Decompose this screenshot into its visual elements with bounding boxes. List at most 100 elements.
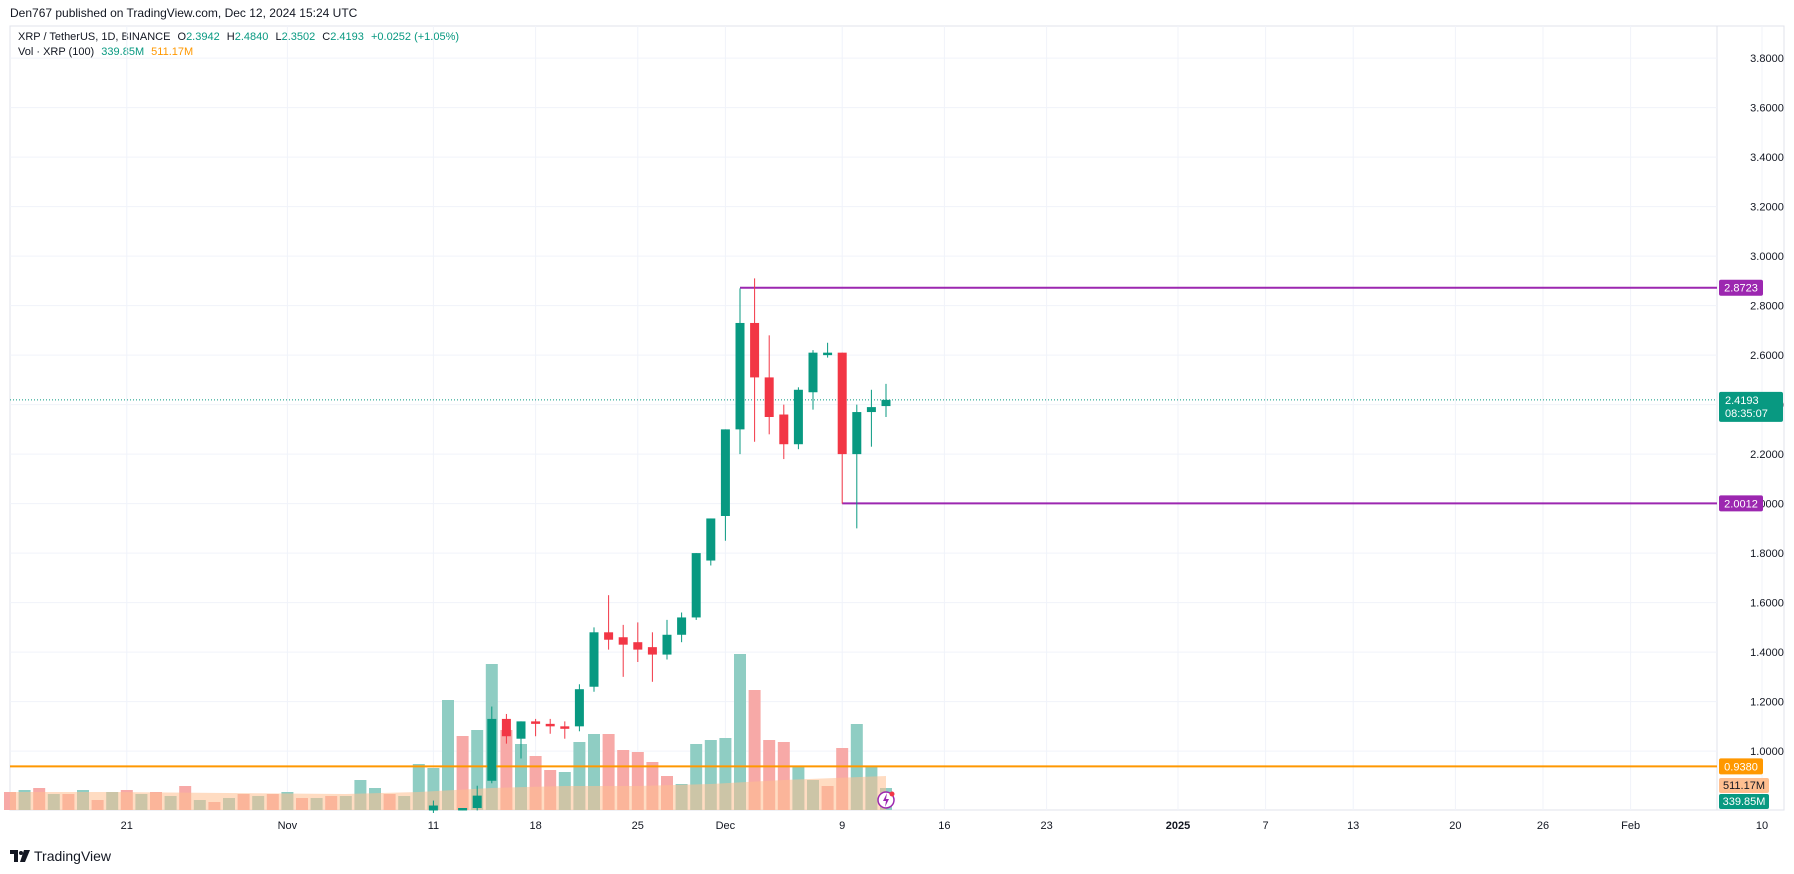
candle-body [574, 689, 584, 727]
volume-label: Vol · XRP (100) [18, 46, 95, 58]
candle-body [837, 352, 847, 455]
time-tick-label: 13 [1347, 820, 1359, 832]
vol-ma-label-bg [1719, 778, 1769, 793]
change-value: +0.0252 (+1.05%) [370, 31, 460, 43]
time-tick-label: 21 [121, 820, 133, 832]
time-tick-label: Feb [1621, 820, 1640, 832]
time-tick-label: Nov [278, 820, 298, 832]
candle-body [852, 412, 862, 455]
time-tick-label: 9 [839, 820, 845, 832]
horizontal-levels [10, 286, 1717, 768]
price-tick-label: 2.8000 [1750, 301, 1784, 313]
candle-body [428, 805, 438, 811]
axes: 1.00001.20001.40001.60001.80002.00002.20… [121, 53, 1784, 832]
time-tick-label: 2025 [1166, 820, 1190, 832]
price-tick-label: 2.6000 [1750, 350, 1784, 362]
candle-body [487, 718, 497, 781]
price-tick-label: 1.6000 [1750, 598, 1784, 610]
price-tick-label: 3.0000 [1750, 251, 1784, 263]
candle-body [560, 726, 570, 729]
time-tick-label: 23 [1040, 820, 1052, 832]
last-price-label-bg [1719, 391, 1783, 422]
close-value: C2.4193 [322, 31, 364, 43]
candle-body [793, 389, 803, 445]
high-value: H2.4840 [226, 31, 269, 43]
candle-body [647, 647, 657, 655]
symbol-name: XRP / TetherUS, 1D, BINANCE [18, 31, 171, 43]
price-tick-label: 3.2000 [1750, 202, 1784, 214]
tradingview-logo[interactable]: TradingView [10, 848, 111, 864]
candle-body [750, 322, 760, 378]
candle-body [472, 795, 482, 808]
candle-body [516, 721, 526, 739]
candle-body [458, 808, 468, 811]
candle-body [589, 632, 599, 687]
time-tick-label: 20 [1449, 820, 1461, 832]
candle-body [881, 399, 891, 407]
volume-ma-area [10, 776, 886, 810]
candle-body [764, 377, 774, 417]
candle-body [720, 429, 730, 516]
time-tick-label: 11 [428, 820, 439, 832]
time-tick-label: 18 [529, 820, 541, 832]
price-tick-label: 3.8000 [1750, 53, 1784, 65]
candle-body [735, 322, 745, 430]
countdown-label: 08:35:07 [1725, 408, 1768, 420]
candle-body [662, 634, 672, 655]
vol-label: 339.85M [1723, 796, 1766, 808]
published-by: Den767 published on TradingView.com, Dec… [10, 6, 358, 20]
candle-body [604, 632, 614, 640]
chart-frame [9, 25, 1785, 811]
vol-label-bg [1719, 794, 1769, 809]
candle-body [501, 718, 511, 737]
candle-body [691, 553, 701, 618]
grid [9, 25, 1785, 811]
last-price-label: 2.4193 [1725, 395, 1759, 407]
volume-bar [748, 690, 761, 810]
price-tick-label: 2.2000 [1750, 449, 1784, 461]
symbol-legend[interactable]: XRP / TetherUS, 1D, BINANCE O2.3942 H2.4… [18, 31, 463, 43]
candle-body [823, 352, 833, 356]
candle-body [706, 518, 716, 561]
candle-body [677, 617, 687, 635]
volume-bar [734, 654, 746, 810]
candle-body [779, 414, 789, 445]
orange-level-label: 0.9380 [1724, 761, 1758, 773]
time-tick-label: 7 [1263, 820, 1269, 832]
time-tick-label: Dec [716, 820, 736, 832]
price-tick-label: 3.6000 [1750, 103, 1784, 115]
orange-level-label-bg [1719, 758, 1763, 775]
open-value: O2.3942 [177, 31, 220, 43]
vol-ma-label: 511.17M [1723, 780, 1765, 792]
price-tick-label: 1.4000 [1750, 647, 1784, 659]
volume-ma-value: 511.17M [151, 46, 194, 58]
candle-body [531, 721, 541, 724]
support-label-bg [1719, 495, 1763, 512]
price-tick-label: 1.0000 [1750, 746, 1784, 758]
resistance-label-bg [1719, 279, 1763, 296]
time-tick-label: 10 [1756, 820, 1768, 832]
tradingview-brand: TradingView [34, 848, 112, 864]
support-label: 2.0012 [1724, 498, 1758, 510]
volume-value: 339.85M [101, 46, 145, 58]
candle-body [545, 723, 555, 727]
candle-body [633, 642, 643, 650]
price-tick-label: 3.4000 [1750, 152, 1784, 164]
candles [428, 278, 891, 813]
tradingview-logo-icon [10, 850, 30, 862]
time-tick-label: 26 [1537, 820, 1549, 832]
price-tick-label: 1.2000 [1750, 697, 1784, 709]
low-value: L2.3502 [275, 31, 316, 43]
lightning-bolt-icon [883, 793, 889, 807]
candle-body [808, 352, 818, 393]
volume-ma [10, 776, 886, 810]
time-tick-label: 16 [938, 820, 950, 832]
resistance-label: 2.8723 [1724, 283, 1758, 295]
volume-bar [442, 700, 454, 810]
volume-legend[interactable]: Vol · XRP (100) 339.85M 511.17M [18, 46, 197, 58]
candle-body [866, 407, 876, 413]
price-tick-label: 1.8000 [1750, 548, 1784, 560]
candle-body [618, 637, 628, 645]
